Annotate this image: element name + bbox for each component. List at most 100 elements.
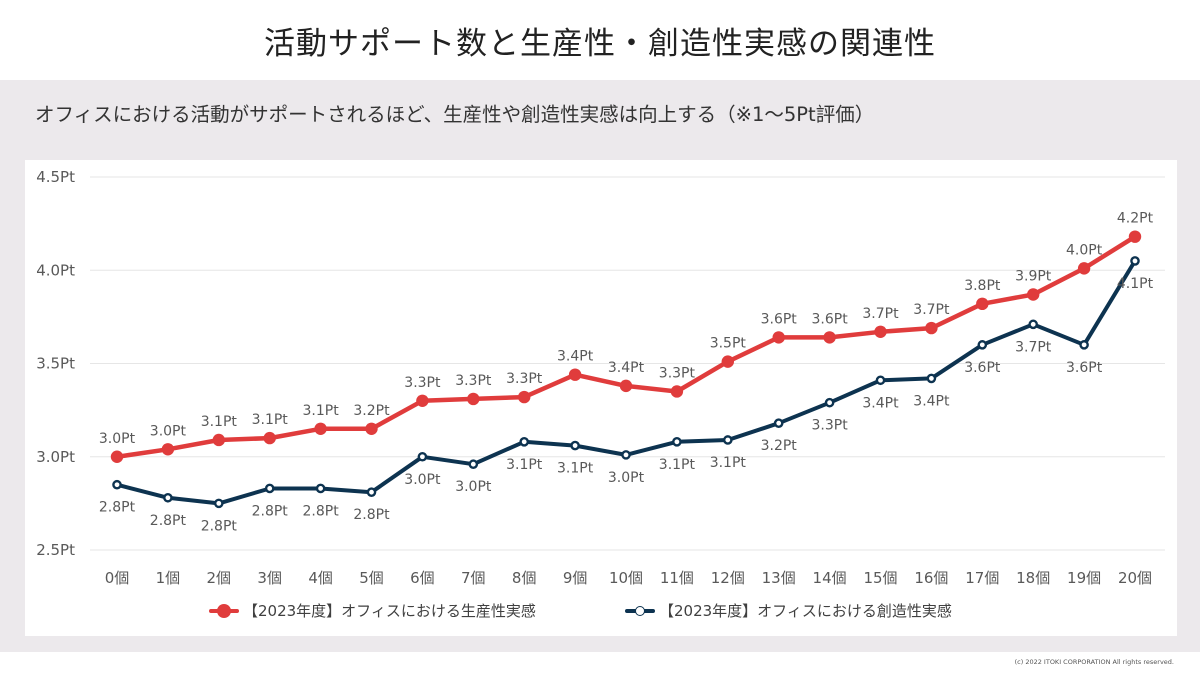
data-point [521,438,528,445]
data-point [467,393,479,405]
data-point [823,331,835,343]
data-label: 3.6Pt [761,311,798,327]
data-label: 3.6Pt [1066,360,1103,376]
data-point [368,489,375,496]
data-label: 3.3Pt [659,365,696,381]
data-label: 2.8Pt [353,507,390,523]
copyright-footer: (c) 2022 ITOKI CORPORATION All rights re… [1015,658,1174,666]
title-bar: 活動サポート数と生産性・創造性実感の関連性 [0,0,1200,80]
data-point [874,326,886,338]
data-point [569,368,581,380]
x-tick-label: 1個 [156,569,181,587]
data-label: 3.0Pt [455,479,492,495]
data-point [266,485,273,492]
data-point [773,331,785,343]
data-point [877,377,884,384]
legend-label-productivity: 【2023年度】オフィスにおける生産性実感 [243,600,536,621]
data-point [928,375,935,382]
data-label: 3.3Pt [811,418,848,434]
x-tick-label: 15個 [863,569,897,587]
data-point [826,399,833,406]
data-label: 3.3Pt [455,373,492,389]
data-point [1078,262,1090,274]
x-tick-label: 17個 [965,569,999,587]
page-title: 活動サポート数と生産性・創造性実感の関連性 [264,18,936,63]
legend-item-productivity: 【2023年度】オフィスにおける生産性実感 [209,600,536,621]
data-point [979,341,986,348]
x-tick-label: 0個 [105,569,130,587]
data-point [622,451,629,458]
data-label: 3.0Pt [404,472,441,488]
chart-legend: 【2023年度】オフィスにおける生産性実感 【2023年度】オフィスにおける創造… [0,600,1200,624]
data-point [215,500,222,507]
data-point [1129,230,1141,242]
x-tick-label: 3個 [257,569,282,587]
legend-marker-productivity [209,604,239,618]
data-point [162,443,174,455]
data-label: 4.2Pt [1117,211,1154,227]
x-tick-label: 10個 [609,569,643,587]
data-label: 3.8Pt [964,278,1001,294]
chart-subtitle: オフィスにおける活動がサポートされるほど、生産性や創造性実感は向上する（※1〜5… [35,98,874,127]
x-tick-label: 20個 [1118,569,1152,587]
data-point [1081,341,1088,348]
data-point [314,423,326,435]
x-tick-label: 19個 [1067,569,1101,587]
data-point [416,395,428,407]
data-label: 3.1Pt [659,457,696,473]
data-point [572,442,579,449]
data-label: 3.7Pt [862,306,899,322]
data-label: 3.4Pt [608,360,645,376]
data-label: 3.7Pt [913,302,950,318]
data-label: 3.6Pt [811,311,848,327]
data-point [264,432,276,444]
x-tick-label: 9個 [563,569,588,587]
data-point [775,420,782,427]
y-tick-label: 3.5Pt [36,355,75,373]
x-tick-label: 5個 [359,569,384,587]
data-point [925,322,937,334]
x-tick-label: 11個 [660,569,694,587]
data-label: 3.0Pt [99,431,136,447]
data-label: 3.3Pt [506,371,543,387]
data-point [724,436,731,443]
data-point [518,391,530,403]
legend-item-creativity: 【2023年度】オフィスにおける創造性実感 [625,600,952,621]
data-point [470,461,477,468]
data-point [1030,321,1037,328]
data-point [317,485,324,492]
data-label: 3.5Pt [710,336,747,352]
chart-card: 2.5Pt 3.0Pt 3.5Pt 4.0Pt 4.5Pt 0個 1個 2個 3個 4個 5個 6個 7… [25,160,1177,636]
x-tick-label: 6個 [410,569,435,587]
data-label: 4.1Pt [1117,276,1154,292]
data-point [722,355,734,367]
data-point [1131,257,1138,264]
data-label: 3.4Pt [557,349,594,365]
data-point [111,451,123,463]
data-label: 3.0Pt [608,470,645,486]
data-label: 2.8Pt [252,503,289,519]
x-tick-label: 13個 [762,569,796,587]
line-chart: 2.5Pt 3.0Pt 3.5Pt 4.0Pt 4.5Pt 0個 1個 2個 3個 4個 5個 6個 7… [25,160,1177,636]
data-label: 3.4Pt [913,393,950,409]
x-tick-label: 14個 [813,569,847,587]
data-label: 2.8Pt [99,500,136,516]
x-tick-label: 7個 [461,569,486,587]
legend-label-creativity: 【2023年度】オフィスにおける創造性実感 [659,600,952,621]
data-label: 3.1Pt [302,403,339,419]
data-point [113,481,120,488]
y-tick-label: 2.5Pt [36,541,75,559]
data-label: 2.8Pt [302,503,339,519]
data-label: 3.9Pt [1015,268,1052,284]
data-point [213,434,225,446]
data-label: 3.4Pt [862,395,899,411]
x-tick-label: 18個 [1016,569,1050,587]
data-label: 3.6Pt [964,360,1001,376]
data-point [671,385,683,397]
data-label: 2.8Pt [201,518,238,534]
legend-marker-creativity [625,604,655,618]
y-tick-label: 4.5Pt [36,168,75,186]
data-label: 2.8Pt [150,513,187,529]
data-label: 3.3Pt [404,375,441,391]
x-tick-label: 2個 [207,569,232,587]
